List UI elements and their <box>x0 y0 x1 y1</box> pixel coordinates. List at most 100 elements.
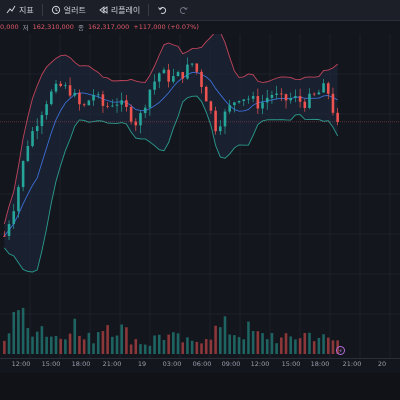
legend-change: +117,000 (+0.07%) <box>133 23 199 31</box>
time-axis[interactable]: 12:00 15:00 18:00 21:00 19 03:00 06:00 09:00 12:… <box>0 358 400 373</box>
alert-button[interactable]: 얼러트 <box>45 0 92 20</box>
volume-bar <box>35 331 39 354</box>
volume-bar <box>26 328 30 354</box>
candle-body <box>209 101 213 111</box>
undo-icon <box>157 5 167 15</box>
candle-body <box>195 63 199 72</box>
volume-bar <box>12 311 16 354</box>
candle-body <box>289 97 292 101</box>
price-chart[interactable] <box>0 34 400 358</box>
time-axis-tick: 21:00 <box>342 360 362 368</box>
toolbar-divider <box>41 4 43 16</box>
volume-bar <box>326 337 330 354</box>
candle-body <box>242 99 246 102</box>
candle-body <box>21 160 25 188</box>
volume-bar <box>148 345 152 354</box>
volume-bar <box>322 334 325 354</box>
candle-body <box>317 92 321 95</box>
time-axis-tick: 20 <box>377 360 387 368</box>
time-axis-tick: 18:00 <box>310 360 330 368</box>
candle-body <box>190 63 194 65</box>
volume-bar <box>111 336 114 354</box>
time-axis-tick: 03:00 <box>162 360 182 368</box>
candle-body <box>228 105 231 112</box>
candle-body <box>82 104 86 106</box>
volume-bar <box>172 332 175 354</box>
volume-bar <box>242 339 246 354</box>
candle-body <box>106 105 109 107</box>
volume-bar <box>200 343 203 354</box>
volume-bar <box>101 331 105 354</box>
candle-body <box>115 104 119 106</box>
indicators-button[interactable]: 지표 <box>0 0 40 20</box>
volume-bar <box>256 331 260 354</box>
candle-body <box>237 101 241 103</box>
volume-bar <box>106 325 109 354</box>
candle-body <box>251 96 255 99</box>
volume-bar <box>167 334 170 354</box>
volume-bar <box>233 335 236 354</box>
redo-button[interactable] <box>173 0 195 20</box>
time-axis-tick: 21:00 <box>102 360 122 368</box>
volume-bar <box>78 335 81 354</box>
volume-bar <box>3 340 6 354</box>
volume-bar <box>303 332 307 354</box>
volume-bar <box>181 342 185 354</box>
volume-bar <box>265 339 269 354</box>
candle-body <box>68 85 72 96</box>
candle-body <box>64 85 67 87</box>
chart-toolbar: 지표 얼러트 리플레이 <box>0 0 400 21</box>
volume-bar <box>31 336 34 354</box>
volume-bar <box>115 335 119 354</box>
indicators-label: 지표 <box>19 5 34 15</box>
candle-body <box>134 121 138 126</box>
candle-body <box>167 69 170 82</box>
volume-bar <box>40 326 44 354</box>
volume-bar <box>289 336 292 354</box>
volume-bar <box>195 341 199 354</box>
candle-body <box>204 86 208 102</box>
alert-label: 얼러트 <box>63 5 86 15</box>
volume-bar <box>68 333 72 354</box>
candle-body <box>326 83 330 94</box>
replay-button[interactable]: 리플레이 <box>92 0 146 20</box>
candle-body <box>153 81 156 90</box>
time-axis-tick: 19 <box>137 360 147 368</box>
volume-bar <box>308 332 311 354</box>
candle-body <box>31 131 34 147</box>
candle-body <box>125 100 128 107</box>
candle-body <box>298 96 302 102</box>
volume-bar <box>284 333 288 354</box>
legend-close-value: 162,317,000 <box>87 23 130 31</box>
volume-bar <box>294 339 297 354</box>
candle-body <box>280 93 283 95</box>
volume-bar <box>129 344 133 354</box>
volume-bar <box>186 337 189 354</box>
candle-body <box>162 69 166 74</box>
volume-bar <box>270 333 274 354</box>
candle-body <box>275 93 278 95</box>
volume-bar <box>64 339 67 354</box>
time-axis-tick: 06:00 <box>192 360 212 368</box>
candle-body <box>219 126 222 132</box>
volume-bar <box>162 340 166 354</box>
time-axis-tick: 18:00 <box>71 360 91 368</box>
time-axis-tick: 15:00 <box>41 360 61 368</box>
candle-body <box>54 83 58 92</box>
candle-body <box>157 73 161 82</box>
undo-button[interactable] <box>151 0 173 20</box>
candle-body <box>233 102 236 106</box>
candle-body <box>73 92 77 96</box>
candle-body <box>308 93 311 108</box>
redo-icon <box>179 5 189 15</box>
legend-low-value: 162,310,000 <box>32 23 74 31</box>
volume-bar <box>247 321 250 354</box>
candle-body <box>12 211 16 225</box>
volume-bar <box>237 337 241 354</box>
volume-bar <box>17 310 20 354</box>
bollinger-band-fill <box>4 34 338 273</box>
time-axis-tick: 12:00 <box>11 360 31 368</box>
volume-bar <box>134 339 138 354</box>
event-marker[interactable]: ⚡ <box>336 346 345 355</box>
volume-bar <box>73 318 77 354</box>
